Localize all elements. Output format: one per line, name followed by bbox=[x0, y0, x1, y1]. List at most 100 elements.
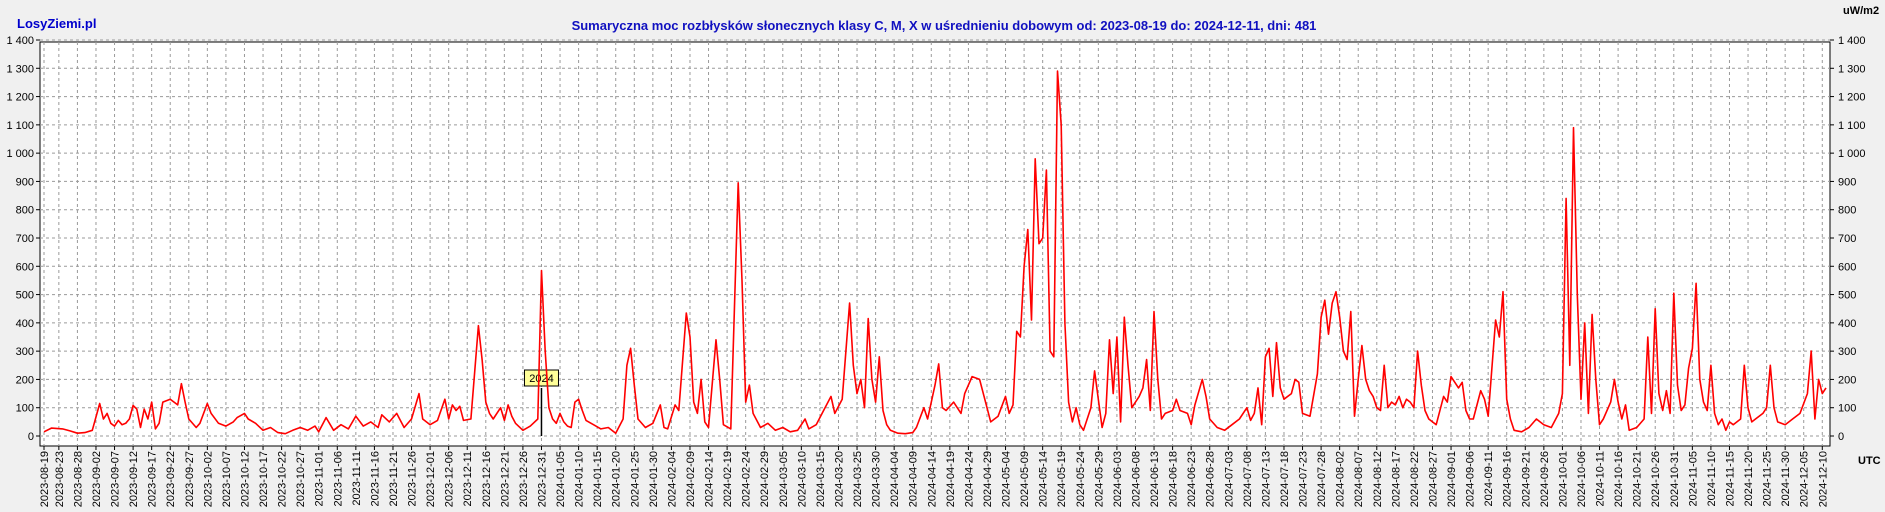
x-tick-label: 2024-07-18 bbox=[1279, 451, 1291, 507]
x-tick-label: 2024-10-26 bbox=[1650, 451, 1662, 507]
y-tick-label-right: 0 bbox=[1838, 431, 1844, 443]
x-tick-label: 2024-01-20 bbox=[611, 451, 623, 507]
plot-area-background bbox=[39, 41, 1831, 447]
x-tick-label: 2023-12-26 bbox=[518, 451, 530, 507]
x-tick-label: 2024-10-06 bbox=[1576, 451, 1588, 507]
chart-title: Sumaryczna moc rozbłysków słonecznych kl… bbox=[572, 18, 1317, 33]
x-tick-label: 2024-06-03 bbox=[1112, 451, 1124, 507]
y-unit-label: uW/m2 bbox=[1843, 5, 1879, 17]
x-tick-label: 2024-09-26 bbox=[1539, 451, 1551, 507]
x-tick-label: 2024-02-14 bbox=[704, 451, 716, 507]
x-tick-label: 2024-09-01 bbox=[1446, 451, 1458, 507]
x-tick-label: 2024-11-15 bbox=[1724, 451, 1736, 506]
y-tick-label-left: 900 bbox=[16, 176, 34, 188]
x-tick-label: 2023-12-06 bbox=[444, 451, 456, 507]
x-tick-label: 2024-10-01 bbox=[1557, 451, 1569, 507]
x-tick-label: 2024-04-09 bbox=[908, 451, 920, 507]
x-tick-label: 2023-09-02 bbox=[91, 451, 103, 507]
y-tick-label-right: 400 bbox=[1838, 318, 1856, 330]
grid-layer bbox=[40, 39, 1830, 446]
x-tick-label: 2023-10-27 bbox=[295, 451, 307, 507]
year-marker-label: 2024 bbox=[529, 373, 553, 385]
x-tick-label: 2024-07-03 bbox=[1223, 451, 1235, 507]
y-tick-label-right: 500 bbox=[1838, 290, 1856, 302]
x-tick-label: 2024-03-05 bbox=[778, 451, 790, 507]
x-tick-label: 2024-08-27 bbox=[1427, 451, 1439, 507]
x-tick-label: 2024-03-25 bbox=[852, 451, 864, 507]
x-tick-label: 2024-12-05 bbox=[1799, 451, 1811, 507]
x-tick-label: 2024-02-19 bbox=[722, 451, 734, 507]
y-tick-label-right: 300 bbox=[1838, 346, 1856, 358]
x-tick-label: 2024-01-30 bbox=[648, 451, 660, 507]
y-tick-label-left: 300 bbox=[16, 346, 34, 358]
x-tick-label: 2024-08-07 bbox=[1353, 451, 1365, 507]
x-tick-label: 2024-08-12 bbox=[1372, 451, 1384, 507]
x-tick-label: 2024-07-28 bbox=[1316, 451, 1328, 507]
x-tick-label: 2023-11-16 bbox=[369, 451, 381, 506]
x-tick-label: 2024-08-22 bbox=[1409, 451, 1421, 507]
x-tick-label: 2024-10-11 bbox=[1595, 451, 1607, 506]
x-tick-label: 2023-12-16 bbox=[481, 451, 493, 507]
x-tick-label: 2024-03-10 bbox=[796, 451, 808, 507]
y-tick-label-left: 200 bbox=[16, 374, 34, 386]
x-tick-label: 2024-04-29 bbox=[982, 451, 994, 507]
x-tick-label: 2024-07-23 bbox=[1298, 451, 1310, 507]
y-tick-label-left: 100 bbox=[16, 403, 34, 415]
x-tick-label: 2024-02-24 bbox=[741, 451, 753, 507]
x-tick-label: 2024-03-15 bbox=[815, 451, 827, 507]
x-tick-label: 2023-10-22 bbox=[277, 451, 289, 507]
x-tick-label: 2024-05-09 bbox=[1019, 451, 1031, 507]
y-tick-label-right: 1 100 bbox=[1838, 120, 1866, 132]
x-tick-label: 2024-08-17 bbox=[1390, 451, 1402, 507]
y-tick-label-left: 800 bbox=[16, 205, 34, 217]
x-tick-label: 2024-11-30 bbox=[1780, 451, 1792, 506]
x-tick-label: 2023-11-26 bbox=[407, 451, 419, 506]
x-tick-label: 2023-12-21 bbox=[499, 451, 511, 507]
x-tick-label: 2023-08-23 bbox=[54, 451, 66, 507]
x-tick-label: 2024-10-31 bbox=[1669, 451, 1681, 507]
y-tick-label-right: 200 bbox=[1838, 374, 1856, 386]
x-tick-label: 2024-01-10 bbox=[574, 451, 586, 507]
x-tick-label: 2024-08-02 bbox=[1335, 451, 1347, 507]
y-tick-label-right: 1 200 bbox=[1838, 92, 1866, 104]
y-axis: 0 0 100 100 200 200 300 300 400 400 500 500 600 600 70… bbox=[6, 35, 1865, 443]
x-tick-label: 2023-09-22 bbox=[165, 451, 177, 507]
x-tick-label: 2024-04-24 bbox=[963, 451, 975, 507]
y-tick-label-right: 100 bbox=[1838, 403, 1856, 415]
y-tick-label-right: 700 bbox=[1838, 233, 1856, 245]
x-tick-label: 2023-12-31 bbox=[536, 451, 548, 507]
x-tick-label: 2024-09-11 bbox=[1483, 451, 1495, 506]
x-tick-label: 2024-04-14 bbox=[926, 451, 938, 507]
y-tick-label-left: 1 300 bbox=[6, 63, 34, 75]
x-tick-label: 2024-05-29 bbox=[1093, 451, 1105, 507]
y-tick-label-left: 1 000 bbox=[6, 148, 34, 160]
x-tick-label: 2024-05-19 bbox=[1056, 451, 1068, 507]
x-tick-label: 2023-11-11 bbox=[351, 451, 363, 506]
x-tick-label: 2024-03-30 bbox=[871, 451, 883, 507]
x-tick-label: 2024-06-08 bbox=[1130, 451, 1142, 507]
brand-logo-text[interactable]: LosyZiemi.pl bbox=[17, 16, 96, 31]
x-tick-label: 2024-10-21 bbox=[1632, 451, 1644, 507]
x-tick-label: 2024-04-04 bbox=[889, 451, 901, 507]
y-tick-label-right: 1 000 bbox=[1838, 148, 1866, 160]
x-tick-label: 2023-08-19 bbox=[39, 451, 51, 507]
x-tick-label: 2023-12-11 bbox=[462, 451, 474, 506]
x-tick-label: 2024-05-04 bbox=[1001, 451, 1013, 507]
y-tick-label-left: 1 200 bbox=[6, 92, 34, 104]
x-tick-label: 2024-07-13 bbox=[1260, 451, 1272, 507]
year-marker-box bbox=[523, 369, 559, 387]
x-tick-label: 2023-11-01 bbox=[314, 451, 326, 506]
x-tick-label: 2024-01-15 bbox=[592, 451, 604, 507]
x-tick-label: 2024-01-25 bbox=[629, 451, 641, 507]
y-tick-label-left: 700 bbox=[16, 233, 34, 245]
x-tick-label: 2024-11-25 bbox=[1762, 451, 1774, 506]
y-tick-label-left: 1 100 bbox=[6, 120, 34, 132]
x-tick-label: 2024-05-24 bbox=[1075, 451, 1087, 507]
y-tick-label-left: 0 bbox=[28, 431, 34, 443]
x-tick-label: 2024-02-04 bbox=[666, 451, 678, 507]
x-tick-label: 2023-09-12 bbox=[128, 451, 140, 507]
y-tick-label-right: 600 bbox=[1838, 261, 1856, 273]
x-tick-label: 2024-02-09 bbox=[685, 451, 697, 507]
x-tick-label: 2024-06-28 bbox=[1205, 451, 1217, 507]
